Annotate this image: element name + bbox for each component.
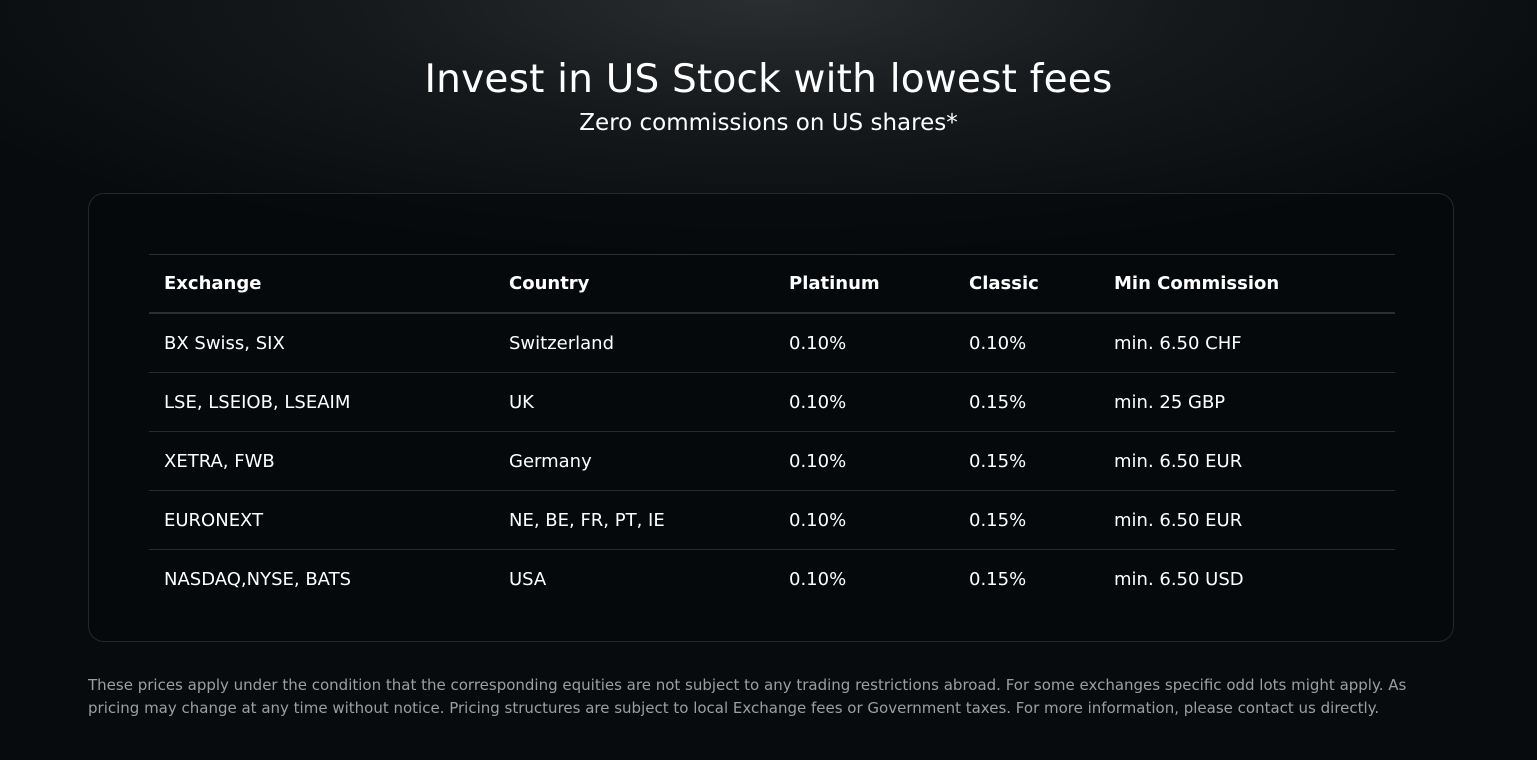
cell-platinum: 0.10%: [774, 490, 954, 550]
cell-country: Germany: [494, 431, 774, 491]
table-row: BX Swiss, SIX Switzerland 0.10% 0.10% mi…: [149, 313, 1395, 373]
cell-platinum: 0.10%: [774, 313, 954, 373]
cell-classic: 0.15%: [954, 431, 1099, 491]
header-platinum: Platinum: [789, 273, 880, 294]
cell-country: UK: [494, 372, 774, 432]
table-header-row: Exchange Country Platinum Classic Min Co…: [149, 254, 1395, 313]
cell-min-commission: min. 6.50 EUR: [1099, 490, 1395, 550]
page-subtitle: Zero commissions on US shares*: [579, 110, 958, 136]
cell-classic: 0.10%: [954, 313, 1099, 373]
cell-classic: 0.15%: [954, 490, 1099, 550]
cell-min-commission: min. 25 GBP: [1099, 372, 1395, 432]
disclaimer-text: These prices apply under the condition t…: [88, 676, 1407, 717]
cell-platinum: 0.10%: [774, 372, 954, 432]
table-row: NASDAQ,NYSE, BATS USA 0.10% 0.15% min. 6…: [149, 550, 1395, 609]
table-row: XETRA, FWB Germany 0.10% 0.15% min. 6.50…: [149, 431, 1395, 491]
header-classic: Classic: [969, 273, 1039, 294]
header-country: Country: [509, 273, 590, 294]
page-title: Invest in US Stock with lowest fees: [424, 57, 1113, 102]
header-exchange: Exchange: [164, 273, 262, 294]
hero-section: Invest in US Stock with lowest fees Zero…: [0, 56, 1537, 138]
cell-min-commission: min. 6.50 CHF: [1099, 313, 1395, 373]
pricing-card: Exchange Country Platinum Classic Min Co…: [88, 193, 1454, 642]
cell-country: NE, BE, FR, PT, IE: [494, 490, 774, 550]
cell-exchange: NASDAQ,NYSE, BATS: [164, 568, 352, 590]
cell-country: Switzerland: [494, 313, 774, 373]
cell-country: USA: [509, 568, 547, 590]
pricing-table: Exchange Country Platinum Classic Min Co…: [149, 254, 1395, 608]
cell-exchange: BX Swiss, SIX: [149, 313, 494, 373]
cell-exchange: XETRA, FWB: [149, 431, 494, 491]
table-row: LSE, LSEIOB, LSEAIM UK 0.10% 0.15% min. …: [149, 372, 1395, 432]
cell-min-commission: min. 6.50 USD: [1114, 568, 1244, 590]
header-min-commission: Min Commission: [1114, 273, 1280, 294]
cell-platinum: 0.10%: [789, 568, 847, 590]
cell-min-commission: min. 6.50 EUR: [1099, 431, 1395, 491]
cell-exchange: LSE, LSEIOB, LSEAIM: [149, 372, 494, 432]
cell-classic: 0.15%: [969, 568, 1027, 590]
table-row: EURONEXT NE, BE, FR, PT, IE 0.10% 0.15% …: [149, 490, 1395, 550]
cell-platinum: 0.10%: [774, 431, 954, 491]
cell-classic: 0.15%: [954, 372, 1099, 432]
cell-exchange: EURONEXT: [149, 490, 494, 550]
